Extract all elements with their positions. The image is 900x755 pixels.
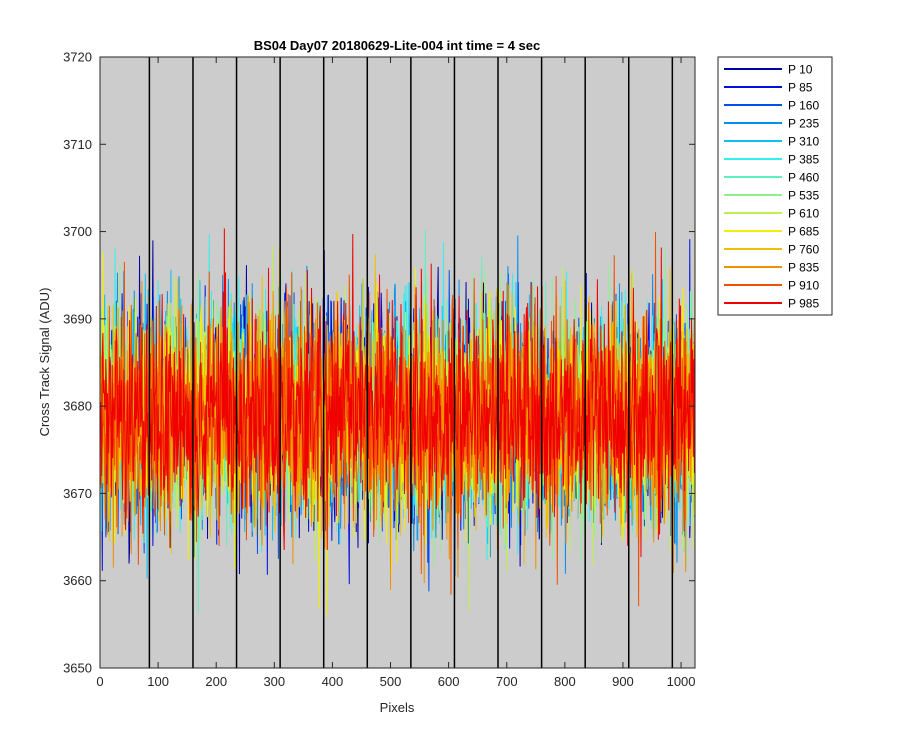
series-line-p-985 (100, 228, 695, 558)
legend-label: P 160 (788, 99, 819, 113)
x-tick-label: 100 (147, 674, 169, 689)
legend-label: P 10 (788, 63, 813, 77)
legend-label: P 760 (788, 243, 819, 257)
y-axis-label: Cross Track Signal (ADU) (37, 288, 52, 437)
x-axis-label: Pixels (380, 700, 415, 715)
y-tick-label: 3690 (63, 311, 92, 326)
legend-label: P 385 (788, 153, 819, 167)
x-tick-label: 0 (96, 674, 103, 689)
y-tick-label: 3670 (63, 486, 92, 501)
x-tick-label: 600 (438, 674, 460, 689)
x-tick-label: 500 (380, 674, 402, 689)
legend-label: P 985 (788, 297, 819, 311)
legend-label: P 85 (788, 81, 813, 95)
x-tick-label: 800 (554, 674, 576, 689)
legend: P 10 P 85 P 160 P 235 P 310 P 385 P 460 P 535 P … (717, 56, 833, 316)
legend-box (717, 56, 833, 316)
legend-label: P 535 (788, 189, 819, 203)
x-tick-label: 300 (263, 674, 285, 689)
legend-label: P 460 (788, 171, 819, 185)
y-tick-label: 3650 (63, 661, 92, 676)
x-tick-label: 200 (205, 674, 227, 689)
chart-title: BS04 Day07 20180629-Lite-004 int time = … (254, 38, 541, 53)
axes-box (99, 56, 696, 669)
x-tick-label: 900 (612, 674, 634, 689)
y-tick-label: 3700 (63, 224, 92, 239)
series-group (100, 210, 695, 617)
legend-label: P 235 (788, 117, 819, 131)
y-tick-label: 3720 (63, 50, 92, 65)
x-tick-label: 1000 (667, 674, 696, 689)
x-tick-label: 400 (322, 674, 344, 689)
x-tick-label: 700 (496, 674, 518, 689)
legend-label: P 910 (788, 279, 819, 293)
legend-label: P 685 (788, 225, 819, 239)
y-tick-label: 3680 (63, 399, 92, 414)
legend-label: P 610 (788, 207, 819, 221)
y-tick-label: 3660 (63, 573, 92, 588)
legend-label: P 310 (788, 135, 819, 149)
plot-area: 0 100 200 300 400 500 600 700 800 900 1000 3650 3660… (63, 50, 695, 690)
legend-label: P 835 (788, 261, 819, 275)
y-tick-label: 3710 (63, 137, 92, 152)
